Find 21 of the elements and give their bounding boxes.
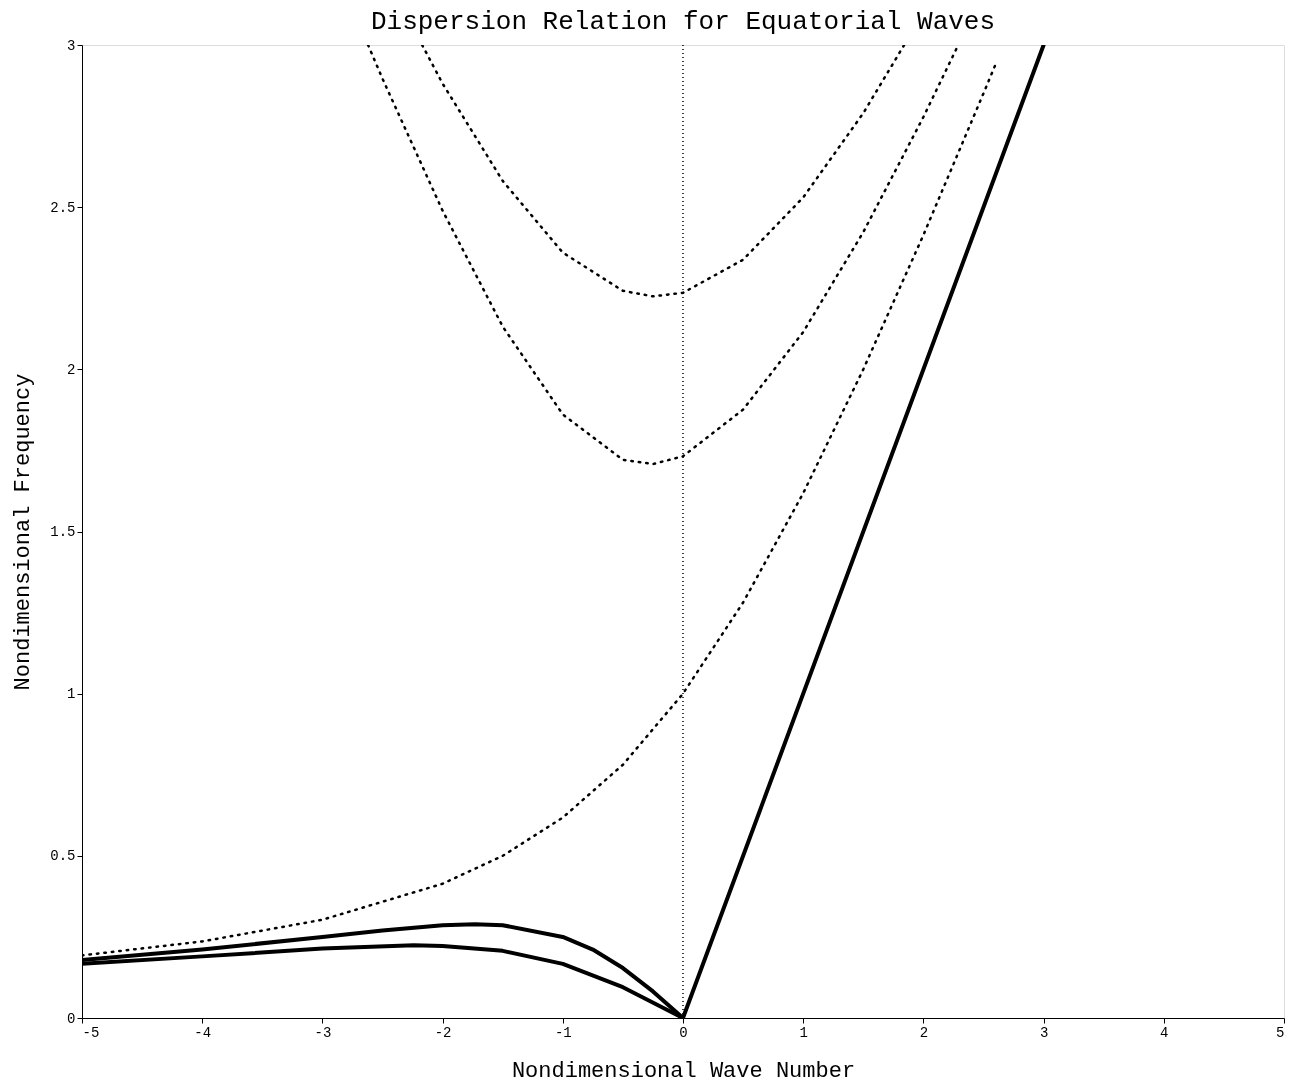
x-tick-label: -5 xyxy=(82,1024,100,1041)
x-tick-label: 5 xyxy=(1276,1024,1285,1041)
x-tick-label: 4 xyxy=(1160,1024,1169,1041)
y-tick-label: 1.5 xyxy=(50,524,76,540)
y-tick-label: 1 xyxy=(67,686,76,703)
y-tick-label: 0 xyxy=(67,1010,76,1027)
x-tick-label: -2 xyxy=(434,1024,452,1041)
x-tick-label: 1 xyxy=(799,1024,808,1041)
x-tick-label: 2 xyxy=(919,1024,929,1041)
x-tick-label: 0 xyxy=(679,1024,688,1041)
y-axis-title: Nondimensional Frequency xyxy=(11,373,37,691)
y-tick-label: 3 xyxy=(67,37,76,54)
y-tick-label: 0.5 xyxy=(50,848,76,865)
x-tick-label: -4 xyxy=(194,1024,212,1041)
y-tick-label: 2 xyxy=(67,361,76,378)
x-axis-title: Nondimensional Wave Number xyxy=(511,1058,856,1084)
x-tick-label: -1 xyxy=(554,1024,572,1041)
chart-title: Dispersion Relation for Equatorial Waves xyxy=(370,7,996,37)
x-tick-label: -3 xyxy=(314,1024,332,1041)
y-tick-label: 2.5 xyxy=(50,199,76,216)
x-tick-label: 3 xyxy=(1039,1024,1049,1041)
